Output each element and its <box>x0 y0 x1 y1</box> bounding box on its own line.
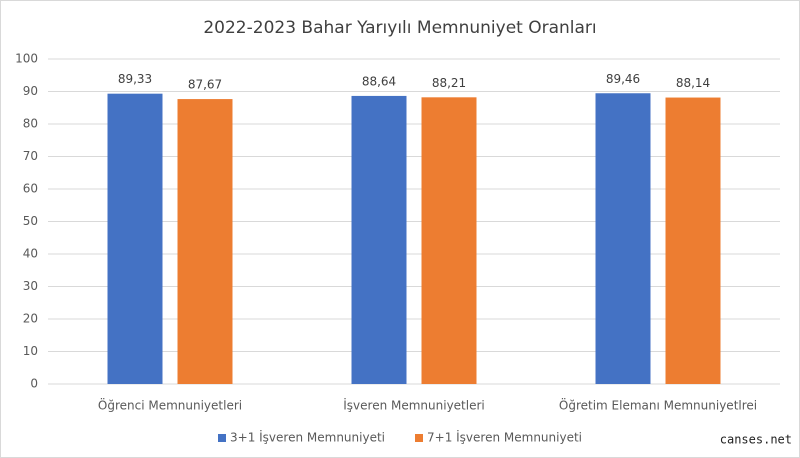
x-tick-label: İşveren Memnuniyetleri <box>343 398 485 413</box>
legend-label: 7+1 İşveren Memnuniyeti <box>427 430 582 445</box>
bar <box>107 93 163 385</box>
legend-swatch <box>415 434 423 442</box>
y-tick-label: 70 <box>23 149 38 163</box>
x-tick-label: Öğretim Elemanı Memnuniyetlrei <box>559 397 757 413</box>
data-label: 88,64 <box>362 74 396 88</box>
y-tick-label: 90 <box>23 84 38 98</box>
x-tick-label: Öğrenci Memnuniyetleri <box>98 397 242 413</box>
y-tick-label: 0 <box>30 377 38 391</box>
bar <box>595 93 651 384</box>
bar <box>351 95 407 385</box>
chart-title: 2022-2023 Bahar Yarıyılı Memnuniyet Oran… <box>203 18 596 38</box>
y-tick-label: 80 <box>23 117 38 131</box>
y-tick-label: 50 <box>23 214 38 228</box>
bar <box>421 97 477 384</box>
y-tick-label: 60 <box>23 182 38 196</box>
y-tick-label: 30 <box>23 279 38 293</box>
y-tick-label: 40 <box>23 247 38 261</box>
data-label: 87,67 <box>188 78 222 92</box>
data-label: 88,21 <box>432 76 466 90</box>
legend-swatch <box>218 434 226 442</box>
bar <box>177 99 233 384</box>
data-label: 89,46 <box>606 72 640 86</box>
watermark: canses.net <box>720 433 792 447</box>
y-tick-label: 10 <box>23 344 38 358</box>
y-tick-label: 100 <box>15 52 38 66</box>
legend-label: 3+1 İşveren Memnuniyeti <box>230 430 385 445</box>
y-tick-label: 20 <box>23 312 38 326</box>
data-label: 89,33 <box>118 72 152 86</box>
data-label: 88,14 <box>676 76 710 90</box>
bar <box>665 97 721 385</box>
